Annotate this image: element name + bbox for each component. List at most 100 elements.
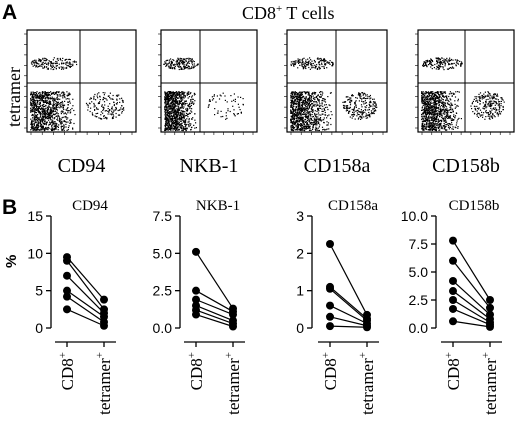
event-dot <box>485 109 487 112</box>
event-dot <box>41 117 43 119</box>
event-dot <box>118 109 120 111</box>
event-dot <box>440 114 442 116</box>
event-dot <box>302 116 304 118</box>
event-dot <box>187 97 189 99</box>
event-dot <box>35 128 37 130</box>
event-dot <box>166 124 168 126</box>
event-dot <box>432 109 434 111</box>
event-dot <box>306 64 308 66</box>
event-dot <box>301 97 303 99</box>
event-dot <box>293 63 295 65</box>
event-dot <box>454 59 456 61</box>
event-dot <box>31 107 33 109</box>
event-dot <box>182 119 184 121</box>
event-dot <box>451 128 453 130</box>
event-dot <box>492 113 494 115</box>
event-dot <box>60 95 62 97</box>
event-dot <box>60 104 62 106</box>
event-dot <box>327 108 329 111</box>
event-dot <box>424 107 426 109</box>
event-dot <box>294 115 296 117</box>
event-dot <box>110 98 112 100</box>
event-dot <box>448 64 450 66</box>
event-dot <box>324 58 326 61</box>
event-dot <box>183 66 185 68</box>
event-dot <box>167 118 169 120</box>
event-dot <box>369 101 371 103</box>
event-dot <box>437 114 439 117</box>
event-dot <box>307 98 310 100</box>
event-dot <box>322 113 324 115</box>
event-dot <box>445 124 447 126</box>
event-dot <box>315 101 317 103</box>
event-dot <box>300 94 302 97</box>
event-dot <box>361 117 363 119</box>
event-dot <box>421 101 423 103</box>
event-dot <box>456 120 458 122</box>
event-dot <box>459 64 462 66</box>
event-dot <box>70 63 72 65</box>
event-dot <box>481 114 483 116</box>
event-dot <box>430 127 432 129</box>
event-dot <box>311 106 313 108</box>
event-dot <box>303 123 305 125</box>
event-dot <box>40 114 42 116</box>
event-dot <box>297 112 299 114</box>
panel-a-letter: A <box>2 1 17 24</box>
event-dot <box>446 113 448 115</box>
event-dot <box>31 102 33 104</box>
event-dot <box>446 112 448 114</box>
event-dot <box>315 129 317 132</box>
event-dot <box>189 67 191 70</box>
event-dot <box>431 68 433 70</box>
event-dot <box>303 108 305 110</box>
event-dot <box>188 60 190 62</box>
event-dot <box>305 120 307 122</box>
event-dot <box>178 109 180 111</box>
event-dot <box>314 119 316 121</box>
event-dot <box>168 94 170 96</box>
event-dot <box>422 115 424 117</box>
event-dot <box>122 101 124 103</box>
event-dot <box>322 98 324 100</box>
event-dot <box>445 109 447 111</box>
event-dot <box>429 124 431 126</box>
event-dot <box>305 128 307 130</box>
event-dot <box>294 60 296 62</box>
event-dot <box>449 91 451 93</box>
event-dot <box>50 98 52 100</box>
event-dot <box>229 110 231 113</box>
event-dot <box>439 91 442 93</box>
event-dot <box>488 101 490 103</box>
event-dot <box>172 120 174 122</box>
event-dot <box>52 122 54 124</box>
event-dot <box>187 113 189 115</box>
event-dot <box>436 103 438 105</box>
event-dot <box>438 105 440 107</box>
event-dot <box>43 108 45 110</box>
event-dot <box>317 109 319 111</box>
event-dot <box>116 102 118 104</box>
event-dot <box>196 64 198 67</box>
event-dot <box>431 64 433 67</box>
event-dot <box>484 118 486 120</box>
event-dot <box>305 126 308 128</box>
event-dot <box>187 66 189 68</box>
event-dot <box>311 109 313 111</box>
event-dot <box>180 120 182 122</box>
event-dot <box>318 106 321 108</box>
event-dot <box>61 129 63 131</box>
event-dot <box>53 106 55 108</box>
event-dot <box>314 64 316 66</box>
event-dot <box>478 112 480 114</box>
event-dot <box>309 119 311 121</box>
event-dot <box>423 100 425 102</box>
event-dot <box>318 107 320 109</box>
event-dot <box>59 59 61 61</box>
event-dot <box>179 62 181 64</box>
event-dot <box>55 65 58 67</box>
event-dot <box>315 95 317 98</box>
event-dot <box>174 109 176 112</box>
event-dot <box>43 109 45 112</box>
event-dot <box>435 129 437 131</box>
